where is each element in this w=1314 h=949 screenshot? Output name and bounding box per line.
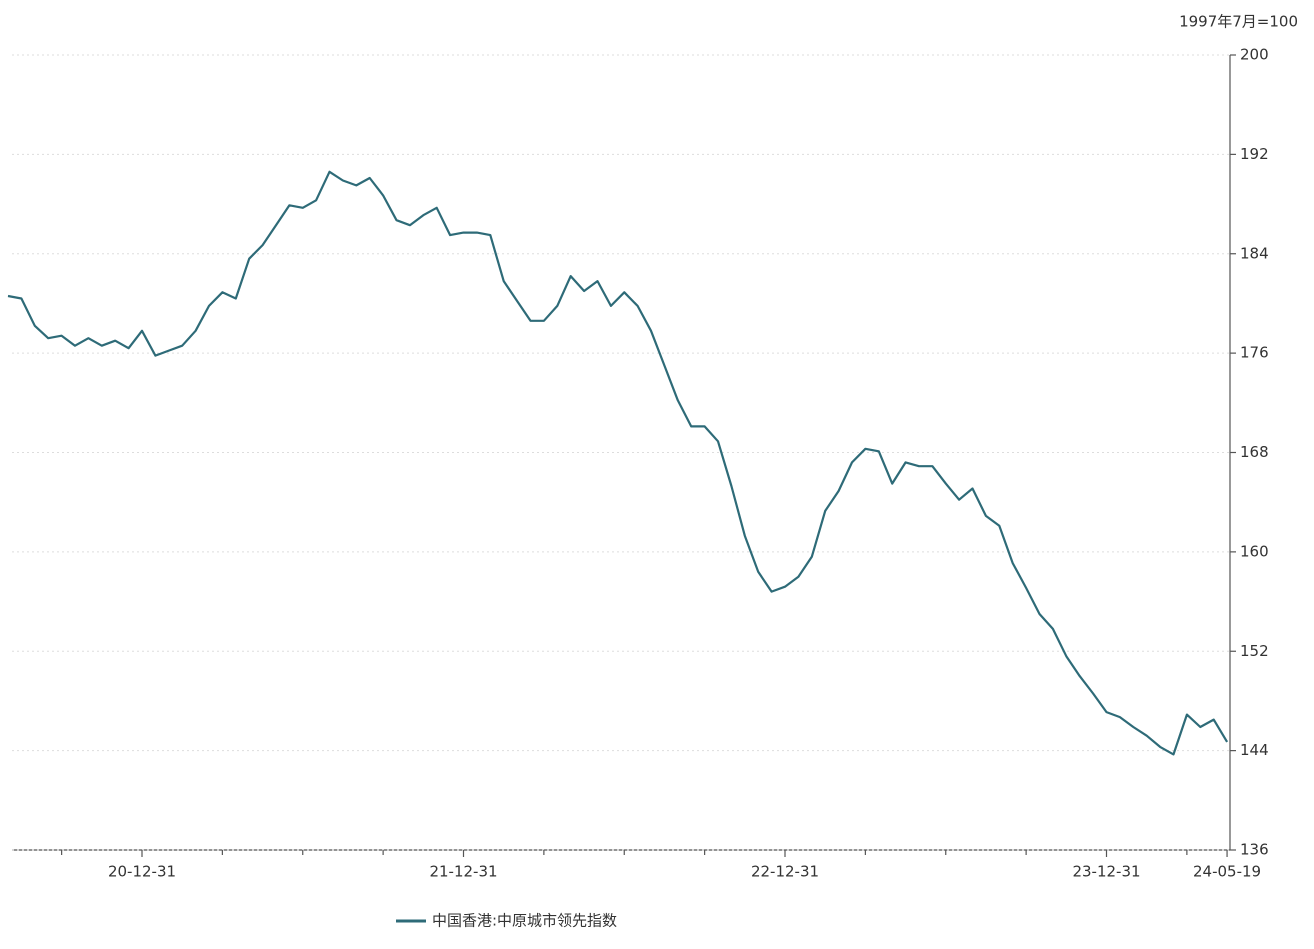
x-tick-label: 24-05-19: [1193, 863, 1261, 881]
data-line: [7, 170, 1229, 756]
y-tick-label: 192: [1240, 145, 1269, 163]
y-tick-label: 152: [1240, 642, 1269, 660]
x-tick-label: 23-12-31: [1072, 863, 1140, 881]
x-tick-label: 21-12-31: [429, 863, 497, 881]
y-tick-label: 144: [1240, 741, 1269, 759]
x-tick-label: 20-12-31: [108, 863, 176, 881]
y-tick-label: 200: [1240, 46, 1269, 64]
legend-label: 中国香港:中原城市领先指数: [432, 912, 617, 930]
y-tick-label: 136: [1240, 841, 1269, 859]
x-tick-label: 22-12-31: [751, 863, 819, 881]
y-tick-label: 168: [1240, 443, 1269, 461]
unit-label: 1997年7月=100: [1179, 13, 1298, 31]
y-tick-label: 160: [1240, 542, 1269, 560]
y-tick-label: 184: [1240, 244, 1269, 262]
y-tick-label: 176: [1240, 344, 1269, 362]
